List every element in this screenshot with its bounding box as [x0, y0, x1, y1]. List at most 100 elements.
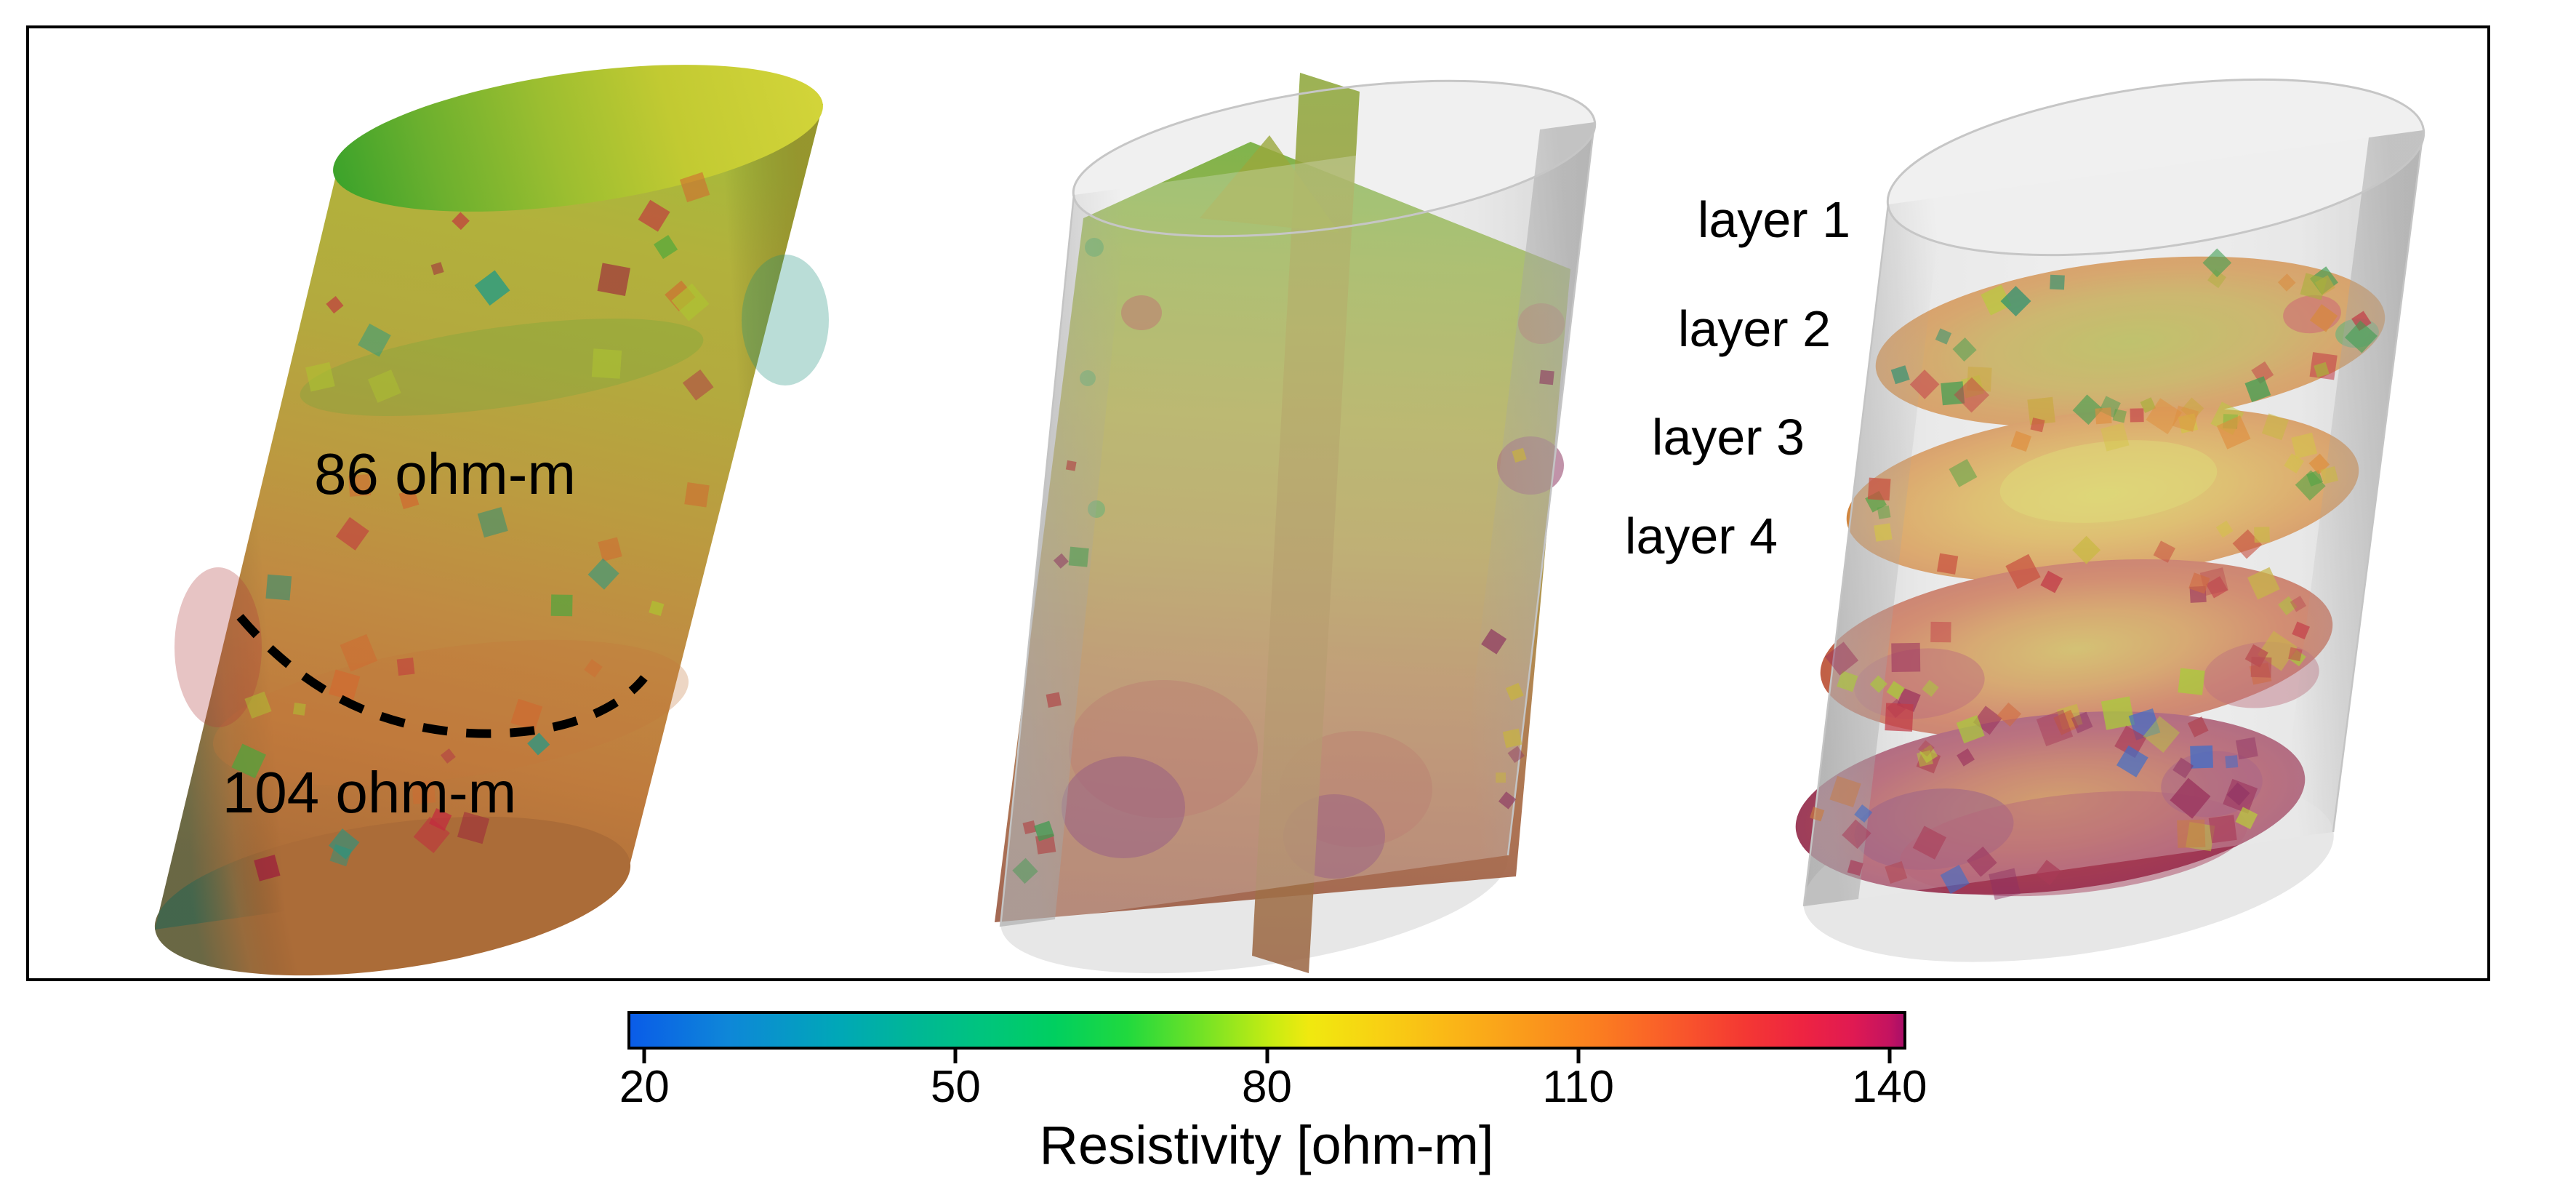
mesh-speckle	[1505, 682, 1524, 701]
mesh-speckle	[2112, 409, 2127, 423]
mesh-speckle	[1912, 826, 1947, 860]
mesh-speckle	[671, 283, 710, 321]
mesh-speckle	[2100, 696, 2135, 730]
mesh-speckle	[1909, 369, 1940, 399]
mesh-speckle	[1034, 820, 1055, 842]
mesh-speckle	[2143, 716, 2180, 754]
cylinder-1-shading	[155, 104, 823, 930]
layer-label-4: layer 4	[1624, 508, 1778, 564]
slice-4-purple-blob	[1854, 788, 2014, 870]
mesh-speckle	[2309, 304, 2338, 332]
mesh-speckle	[587, 558, 619, 590]
mesh-speckle	[1890, 365, 1910, 385]
plane-red-spot	[1121, 295, 1162, 330]
surface-orange-band	[212, 639, 689, 786]
mesh-speckle	[2208, 815, 2237, 844]
mesh-speckle	[1919, 744, 1938, 764]
mesh-speckle	[1507, 746, 1525, 764]
mesh-speckle	[591, 348, 622, 379]
mesh-speckle	[335, 516, 369, 551]
slice-2-yellow-center	[1999, 440, 2218, 523]
mesh-speckle	[398, 489, 420, 510]
mesh-speckle	[348, 473, 372, 497]
mesh-speckle	[679, 172, 710, 203]
mesh-speckle	[2291, 432, 2318, 459]
mesh-speckle	[2284, 453, 2304, 473]
colorbar-tick-label: 50	[930, 1062, 981, 1112]
mesh-speckle	[2188, 572, 2210, 594]
mesh-speckle	[1842, 819, 1871, 850]
colorbar-tick	[953, 1048, 958, 1063]
surface-teal-patch	[742, 255, 829, 385]
mesh-speckle	[329, 669, 361, 701]
colorbar-tick-label: 80	[1242, 1062, 1292, 1112]
mesh-speckle	[1952, 337, 1977, 362]
mesh-speckle	[292, 702, 306, 716]
panel-right-cylinder	[1795, 78, 2425, 962]
mesh-speckle	[1481, 628, 1507, 655]
mesh-speckle	[1869, 675, 1887, 693]
cylinder-2-front-wall	[1000, 122, 1594, 927]
mesh-speckle	[367, 369, 401, 403]
mesh-speckle	[1957, 748, 1975, 767]
mesh-speckle	[2036, 709, 2074, 747]
mesh-speckle	[1949, 458, 1978, 487]
figure-frame	[26, 25, 2490, 981]
surface-green-band	[300, 319, 704, 416]
colorbar-tick	[642, 1048, 646, 1063]
mesh-speckle	[2010, 431, 2032, 452]
mesh-speckle	[2207, 269, 2227, 289]
mesh-speckle	[638, 199, 670, 232]
mesh-speckle	[2288, 647, 2303, 662]
mesh-speckle	[597, 263, 630, 296]
layer-label-3: layer 3	[1651, 409, 1805, 465]
mesh-speckle	[2190, 745, 2214, 769]
mesh-speckle	[474, 270, 510, 306]
mesh-speckle	[2320, 465, 2339, 484]
mesh-speckles	[231, 172, 2378, 900]
mesh-speckle	[326, 295, 344, 314]
mesh-speckle	[2278, 596, 2298, 616]
mesh-speckle	[1918, 740, 1935, 757]
mesh-speckle	[1930, 621, 1951, 643]
mesh-speckle	[2071, 711, 2093, 734]
mesh-speckle	[1935, 328, 1952, 345]
mesh-speckle	[1922, 679, 1939, 698]
mesh-speckle	[1496, 772, 1506, 783]
cylinder-3-top-face	[1887, 79, 2424, 255]
mesh-speckle	[2261, 413, 2289, 441]
mesh-speckle	[1810, 807, 1825, 822]
mesh-speckle	[2215, 520, 2234, 538]
mesh-speckle	[2235, 807, 2258, 830]
mesh-speckle	[1022, 820, 1037, 835]
mesh-speckle	[1954, 377, 1990, 413]
mesh-speckle	[2072, 535, 2101, 564]
mesh-speckle	[1498, 791, 1517, 810]
mesh-speckle	[2035, 860, 2061, 885]
mesh-speckle	[2040, 570, 2063, 594]
mesh-speckle	[1837, 671, 1858, 692]
mesh-speckle	[1936, 553, 1959, 575]
mesh-speckle	[1053, 553, 1069, 569]
mesh-speckle	[1847, 860, 1863, 876]
mesh-speckle	[1502, 728, 1522, 748]
mesh-speckle	[2254, 527, 2270, 543]
mesh-speckle	[254, 855, 281, 882]
colorbar-gradient	[627, 1011, 1906, 1050]
mesh-speckle	[1917, 750, 1933, 767]
mesh-speckle	[231, 743, 266, 779]
mesh-speckle	[2050, 274, 2065, 290]
mesh-speckle	[1012, 858, 1038, 884]
mesh-speckle	[1981, 284, 2012, 316]
mesh-speckle	[1877, 505, 1891, 519]
mesh-speckle	[457, 812, 490, 844]
mesh-speckle	[527, 732, 550, 756]
mesh-speckle	[2178, 668, 2205, 695]
colorbar-ticks	[630, 1048, 1903, 1064]
mesh-speckle	[305, 361, 335, 392]
mesh-speckle	[429, 808, 452, 831]
mesh-speckle	[649, 600, 665, 616]
mesh-speckle	[412, 780, 436, 804]
mesh-speckle	[1891, 642, 1921, 672]
